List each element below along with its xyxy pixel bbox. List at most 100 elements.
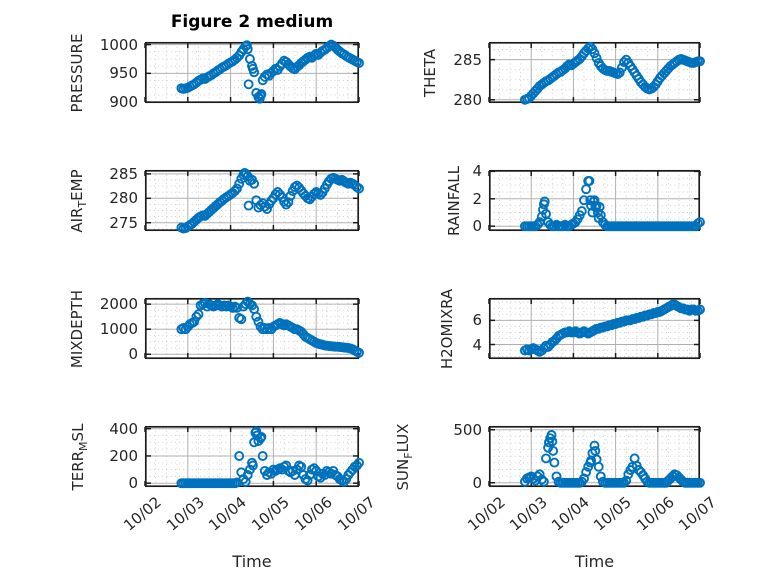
major-grid <box>145 42 359 103</box>
plot-canvas-sunflux <box>488 425 705 488</box>
plot-canvas-mixdepth <box>144 296 364 360</box>
plot-canvas-airtemp <box>144 167 364 234</box>
y-tick-label: 4 <box>472 335 482 354</box>
y-tick-label: 2 <box>472 189 482 208</box>
axes-frame <box>488 425 701 488</box>
major-grid <box>489 170 700 231</box>
x-tick-label: 10/04 <box>548 493 593 535</box>
axes-frame <box>144 41 360 104</box>
tick-marks <box>488 170 701 230</box>
y-tick-label: 0 <box>128 345 138 364</box>
y-tick-label: 4 <box>472 162 482 181</box>
minor-grid <box>489 170 700 231</box>
minor-grid <box>489 426 700 487</box>
y-tick-label: 285 <box>109 164 138 183</box>
y-tick-label: 275 <box>109 213 138 232</box>
y-tick-label: 200 <box>109 446 138 465</box>
x-tick-label: 10/07 <box>674 493 720 535</box>
y-tick-label: 2000 <box>99 295 138 314</box>
axes-frame <box>144 297 360 360</box>
tick-marks <box>144 299 360 358</box>
x-axis-label-right: Time <box>574 552 615 571</box>
y-axis-label-h2omixra: H2OMIXRA <box>438 288 456 369</box>
y-tick-label: 6 <box>472 311 482 330</box>
data-points <box>176 39 364 104</box>
axes-frame <box>144 425 360 488</box>
figure-title: Figure 2 medium <box>170 12 334 32</box>
major-grid <box>145 170 359 231</box>
plot-canvas-theta <box>488 41 705 105</box>
x-tick-label: 10/03 <box>162 493 208 535</box>
y-tick-label: 0 <box>128 474 138 493</box>
minor-grid <box>145 298 359 359</box>
y-tick-label: 280 <box>109 189 138 208</box>
major-grid <box>489 426 700 487</box>
data-points <box>519 299 705 357</box>
minor-grid <box>489 42 700 103</box>
x-tick-label: 10/04 <box>205 493 251 535</box>
tick-marks <box>488 299 701 358</box>
y-axis-label-theta: THETA <box>421 48 439 97</box>
y-axis-label-rainfall: RAINFALL <box>445 165 463 236</box>
y-axis-label-terrmsl: TERRMSL <box>69 423 90 490</box>
plot-canvas-h2omixra <box>488 297 705 360</box>
axes-frame <box>488 297 701 360</box>
data-points <box>519 176 705 232</box>
major-grid <box>145 426 359 487</box>
data-points <box>176 296 364 358</box>
tick-marks <box>144 427 360 486</box>
y-axis-label-sunflux: SUNFLUX <box>394 423 415 490</box>
minor-grid <box>145 426 359 487</box>
y-tick-label: 950 <box>109 64 138 83</box>
major-grid <box>145 298 359 359</box>
x-tick-label: 10/05 <box>590 493 636 535</box>
x-tick-label: 10/03 <box>506 493 551 535</box>
axes-frame <box>488 41 701 104</box>
tick-marks <box>488 43 701 102</box>
x-axis-label-left: Time <box>232 552 272 571</box>
x-tick-label: 10/05 <box>248 493 293 535</box>
y-tick-label: 1000 <box>99 35 138 54</box>
data-points <box>176 426 364 489</box>
x-tick-label: 10/02 <box>119 493 165 535</box>
plot-canvas-pressure <box>144 39 364 104</box>
plot-canvas-terrmsl <box>144 425 364 489</box>
y-axis-label-airtemp: AIRTEMP <box>68 168 89 233</box>
major-grid <box>489 298 700 359</box>
axes-frame <box>144 169 360 232</box>
x-tick-label: 10/07 <box>333 493 379 535</box>
minor-grid <box>145 170 359 231</box>
data-points <box>519 430 705 488</box>
y-tick-label: 0 <box>472 473 482 492</box>
tick-marks <box>144 43 360 103</box>
y-tick-label: 285 <box>453 50 482 69</box>
y-tick-label: 1000 <box>99 320 138 339</box>
axes-frame <box>488 169 701 232</box>
data-points <box>176 167 364 234</box>
plot-canvas-rainfall <box>488 169 705 232</box>
y-tick-label: 400 <box>109 419 138 438</box>
minor-grid <box>145 42 359 103</box>
y-axis-label-mixdepth: MIXDEPTH <box>68 289 86 368</box>
x-tick-label: 10/06 <box>632 493 678 535</box>
y-axis-label-pressure: PRESSURE <box>68 33 86 112</box>
data-points <box>519 41 705 105</box>
tick-marks <box>144 171 360 230</box>
y-tick-label: 0 <box>472 217 482 236</box>
y-tick-label: 900 <box>109 93 138 112</box>
minor-grid <box>489 298 700 359</box>
x-tick-label: 10/06 <box>291 493 336 535</box>
y-tick-label: 500 <box>453 420 482 439</box>
y-tick-label: 280 <box>453 90 482 109</box>
x-tick-label: 10/02 <box>463 493 509 535</box>
tick-marks <box>488 427 701 486</box>
